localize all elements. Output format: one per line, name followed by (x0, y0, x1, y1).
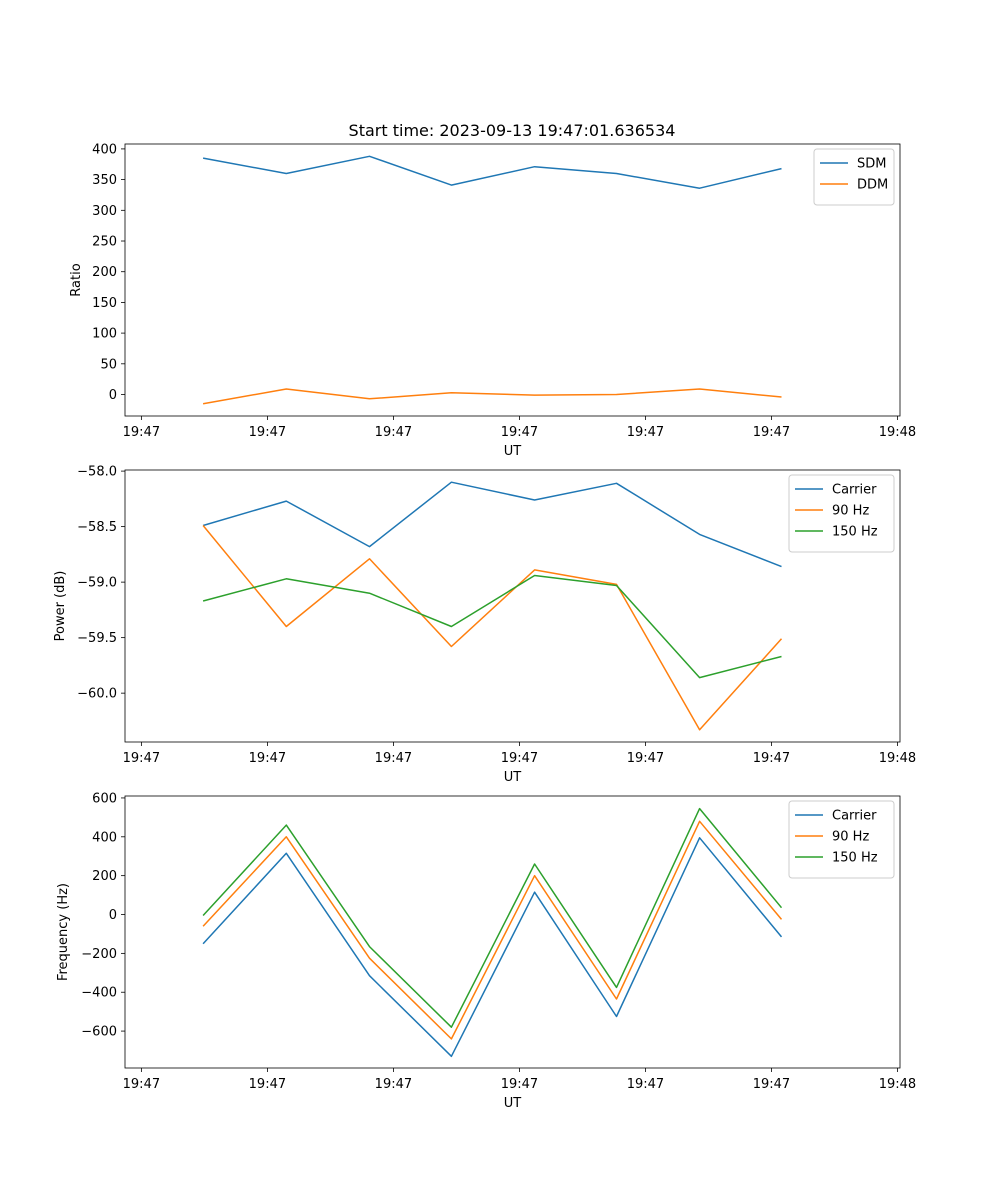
y-tick-label: −60.0 (77, 687, 117, 702)
x-tick-label: 19:47 (249, 1077, 286, 1092)
y-tick-label: 0 (109, 388, 117, 403)
x-tick-label: 19:48 (879, 1077, 916, 1092)
series-line-90-hz (202, 525, 783, 731)
x-tick-label: 19:47 (249, 425, 286, 440)
legend-label: 150 Hz (832, 525, 878, 540)
x-tick-label: 19:47 (375, 751, 412, 766)
series-line-ddm (202, 388, 782, 405)
x-tick-label: 19:47 (123, 1077, 160, 1092)
legend-label: DDM (857, 178, 888, 193)
y-tick-label: −600 (81, 1025, 117, 1040)
y-tick-label: −400 (81, 986, 117, 1001)
y-tick-label: 600 (92, 791, 117, 806)
plot-frame (124, 469, 901, 743)
x-axis-title: UT (504, 444, 522, 459)
x-tick-label: 19:47 (375, 425, 412, 440)
series-line-sdm (202, 155, 782, 189)
y-tick-label: −58.5 (77, 520, 117, 535)
y-axis-title: Power (dB) (53, 571, 68, 642)
x-tick-label: 19:47 (123, 751, 160, 766)
x-axis-title: UT (504, 770, 522, 785)
x-tick-label: 19:47 (501, 425, 538, 440)
y-tick-label: 200 (92, 265, 117, 280)
x-tick-label: 19:47 (501, 1077, 538, 1092)
x-tick-label: 19:47 (753, 1077, 790, 1092)
legend-label: Carrier (832, 809, 877, 824)
legend-label: 90 Hz (832, 504, 869, 519)
y-tick-label: 400 (92, 142, 117, 157)
y-tick-label: 250 (92, 235, 117, 250)
y-axis-title: Ratio (69, 263, 84, 296)
power-subplot: 19:47 19:47 19:47 19:47 19:47 19:47 19:48 −60.0… (53, 465, 916, 785)
series-line-carrier (202, 837, 783, 1058)
x-tick-label: 19:47 (753, 425, 790, 440)
y-tick-label: −200 (81, 947, 117, 962)
y-tick-label: 100 (92, 327, 117, 342)
legend-box (788, 800, 895, 879)
series-line-150-hz (202, 807, 783, 1028)
y-tick-label: 350 (92, 173, 117, 188)
series-line-150-hz (202, 574, 782, 679)
x-tick-label: 19:47 (375, 1077, 412, 1092)
legend: SDM DDM (813, 148, 895, 206)
y-axis-title: Frequency (Hz) (56, 883, 71, 981)
x-tick-label: 19:48 (879, 425, 916, 440)
legend: Carrier 90 Hz 150 Hz (788, 474, 895, 553)
series-lines (202, 155, 782, 405)
frequency-subplot: 19:47 19:47 19:47 19:47 19:47 19:47 19:48 −600 −… (56, 791, 916, 1111)
legend-label: 90 Hz (832, 830, 869, 845)
series-lines (202, 481, 783, 731)
x-tick-label: 19:47 (627, 425, 664, 440)
legend: Carrier 90 Hz 150 Hz (788, 800, 895, 879)
y-tick-label: 300 (92, 204, 117, 219)
x-tick-label: 19:47 (627, 1077, 664, 1092)
ratio-subplot: 19:47 19:47 19:47 19:47 19:47 19:47 19:48 0 50 10… (69, 142, 916, 459)
x-tick-label: 19:47 (501, 751, 538, 766)
plot-frame (124, 143, 901, 417)
legend-label: Carrier (832, 483, 877, 498)
legend-box (788, 474, 895, 553)
series-line-90-hz (202, 820, 783, 1040)
y-tick-label: −58.0 (77, 465, 117, 480)
x-axis-title: UT (504, 1096, 522, 1111)
x-tick-label: 19:47 (753, 751, 790, 766)
series-line-carrier (202, 481, 782, 568)
y-tick-label: −59.0 (77, 576, 117, 591)
plot-frame (124, 795, 901, 1069)
y-tick-label: 200 (92, 869, 117, 884)
x-tick-label: 19:47 (627, 751, 664, 766)
legend-label: 150 Hz (832, 851, 878, 866)
y-tick-label: −59.5 (77, 631, 117, 646)
figure-title: Start time: 2023-09-13 19:47:01.636534 (349, 121, 676, 140)
y-tick-label: 400 (92, 830, 117, 845)
y-tick-label: 50 (100, 357, 117, 372)
y-tick-label: 0 (109, 908, 117, 923)
legend-label: SDM (857, 157, 886, 172)
x-tick-label: 19:47 (249, 751, 286, 766)
x-tick-label: 19:47 (123, 425, 160, 440)
y-tick-label: 150 (92, 296, 117, 311)
series-lines (202, 807, 783, 1058)
x-tick-label: 19:48 (879, 751, 916, 766)
